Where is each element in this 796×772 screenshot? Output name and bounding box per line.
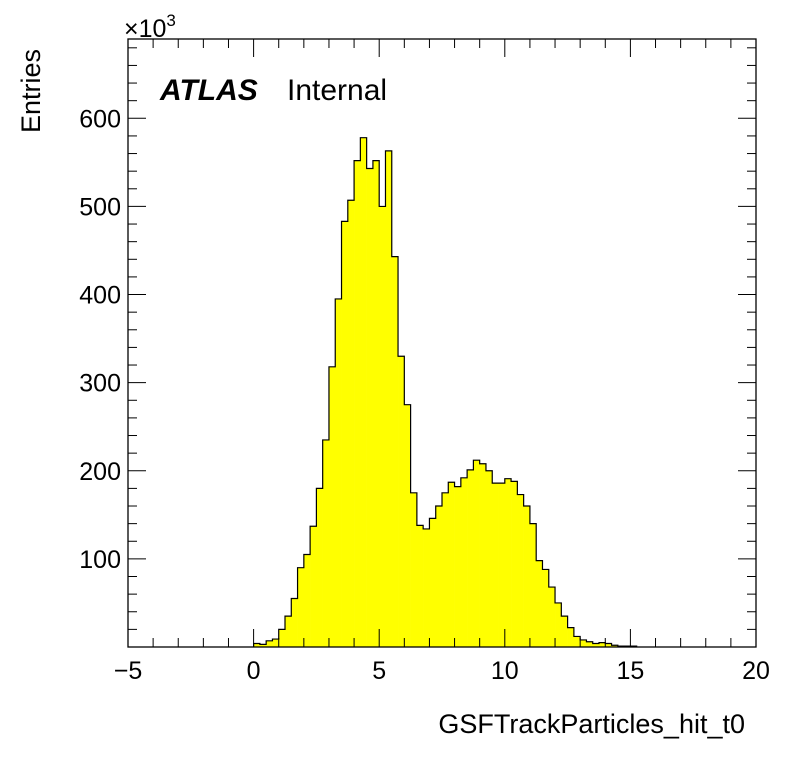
- histogram-bin: [592, 643, 600, 647]
- y-tick-label: 400: [79, 282, 121, 310]
- histogram-bin: [529, 523, 537, 647]
- histogram-bin: [259, 644, 267, 647]
- histogram-bin: [573, 636, 581, 647]
- x-tick-label: 0: [247, 657, 261, 685]
- histogram-bin: [473, 460, 480, 647]
- histogram-bin: [316, 488, 323, 647]
- y-tick-label: 500: [79, 193, 121, 221]
- histogram-bin: [398, 356, 405, 647]
- histogram-bin: [536, 560, 543, 647]
- histogram-bin: [599, 642, 606, 647]
- histogram-bin: [442, 492, 449, 647]
- histogram-bin: [492, 483, 499, 647]
- histogram-bin: [448, 482, 455, 647]
- histogram-bin: [291, 598, 298, 647]
- y-axis-title: Entries: [16, 49, 46, 133]
- histogram-bin: [347, 200, 355, 647]
- histogram-bin: [372, 160, 380, 647]
- atlas-label: ATLAS: [159, 74, 258, 107]
- histogram-bin: [391, 256, 399, 647]
- histogram-bin: [360, 137, 367, 647]
- y-tick-labels: 100 200 300 400 500 600: [79, 105, 121, 574]
- histogram-bin: [278, 629, 286, 647]
- histogram-bin: [322, 439, 330, 647]
- histogram-bin: [523, 506, 531, 647]
- y-tick-label: 200: [79, 458, 121, 486]
- histogram-bin: [335, 298, 342, 647]
- histogram-bin: [266, 640, 273, 647]
- x-tick-label: 5: [372, 657, 386, 685]
- histogram-bin: [555, 602, 562, 647]
- histogram-bin: [297, 567, 305, 647]
- histogram-bin: [272, 639, 280, 647]
- histogram-bin: [586, 641, 594, 647]
- histogram-bin: [303, 554, 311, 647]
- histogram-bin: [567, 627, 575, 647]
- histogram-bin: [310, 526, 317, 647]
- histogram-bin: [561, 616, 568, 647]
- atlas-status: Internal: [287, 74, 387, 107]
- histogram-bin: [460, 477, 468, 647]
- histogram-bin: [354, 160, 361, 647]
- histogram-bin: [605, 643, 612, 647]
- histogram-bin: [454, 486, 462, 647]
- histogram-bin: [511, 481, 518, 647]
- histogram-bin: [435, 506, 443, 647]
- y-multiplier: ×103: [124, 11, 176, 43]
- histogram-bin: [548, 587, 556, 647]
- x-tick-labels: −5 0 5 10 15 20: [114, 657, 770, 685]
- histogram-bin: [517, 494, 524, 647]
- histogram-bin: [580, 639, 587, 647]
- histogram-bin: [366, 168, 374, 647]
- x-tick-label: 20: [742, 657, 770, 685]
- histogram-outline: [253, 137, 638, 647]
- histogram-bin: [504, 478, 512, 647]
- histogram-bin: [385, 150, 393, 648]
- histogram-bin: [253, 643, 261, 647]
- histogram-bin: [542, 569, 550, 647]
- y-tick-label: 600: [79, 105, 121, 133]
- x-tick-label: −5: [114, 657, 143, 685]
- histogram-bin: [423, 528, 430, 647]
- histogram-bin: [285, 616, 292, 647]
- y-tick-label: 100: [79, 546, 121, 574]
- histogram-bin: [485, 470, 493, 647]
- histogram-bin: [611, 645, 619, 647]
- x-axis-title: GSFTrackParticles_hit_t0: [438, 709, 745, 739]
- histogram-bin: [410, 492, 418, 647]
- histogram-bin: [429, 518, 437, 647]
- histogram-bin: [479, 463, 487, 647]
- histogram-bin: [341, 221, 349, 647]
- plot-frame: [127, 38, 757, 648]
- histogram-bin: [379, 206, 386, 647]
- x-tick-label: 10: [491, 657, 519, 685]
- y-tick-label: 300: [79, 370, 121, 398]
- histogram-bin: [467, 469, 474, 647]
- x-tick-label: 15: [616, 657, 644, 685]
- histogram-bin: [328, 366, 336, 647]
- histogram-bin: [498, 483, 506, 647]
- histogram-bars: [253, 137, 637, 648]
- histogram-bin: [404, 404, 411, 647]
- histogram-bin: [416, 525, 424, 647]
